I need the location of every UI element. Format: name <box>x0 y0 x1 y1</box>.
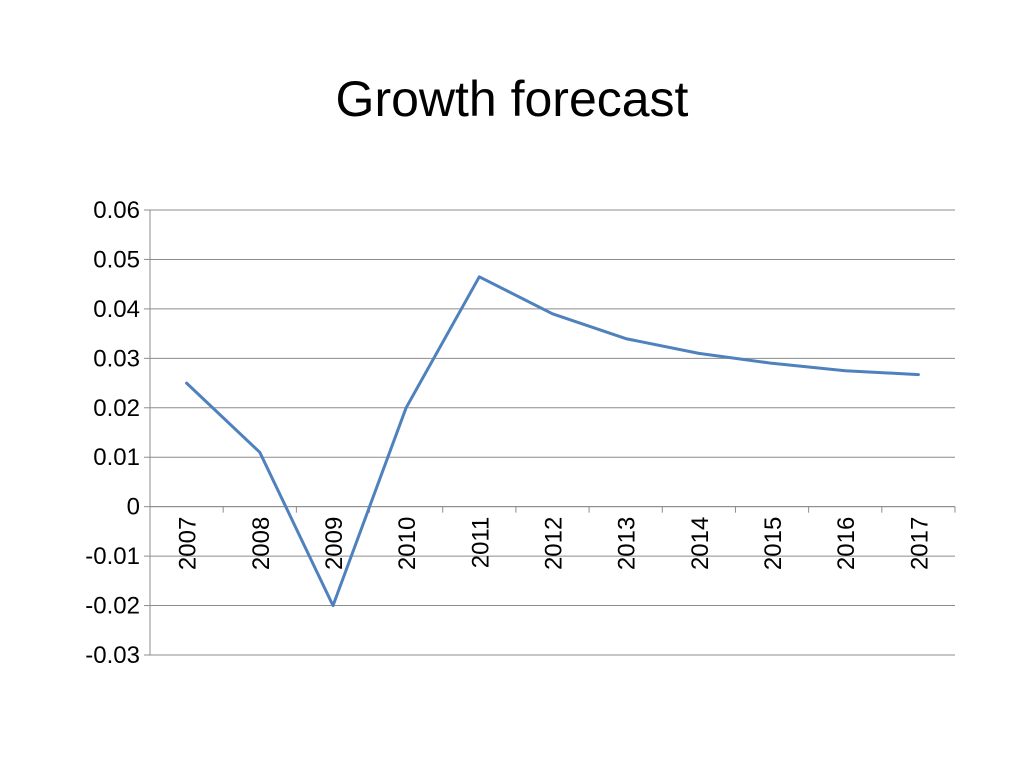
data-point <box>698 352 700 354</box>
data-point <box>259 451 261 453</box>
data-point <box>844 370 846 372</box>
x-tick-label: 2017 <box>906 517 933 570</box>
x-tick-label: 2013 <box>614 517 641 570</box>
data-point <box>771 362 773 364</box>
data-point <box>478 276 480 278</box>
y-tick-label: 0.02 <box>93 395 140 422</box>
y-tick-label: -0.03 <box>85 642 140 669</box>
data-point <box>332 605 334 607</box>
data-point <box>552 313 553 315</box>
y-tick-label: -0.01 <box>85 543 140 570</box>
x-tick-label: 2014 <box>687 517 714 570</box>
axes <box>144 209 956 656</box>
x-tick-label: 2010 <box>394 517 421 570</box>
x-tick-label: 2016 <box>833 517 860 570</box>
y-axis-tick-labels: 0.06 0.05 0.04 0.03 0.02 0.01 0 -0.01 -0.02 -0.03 <box>85 197 140 669</box>
data-point <box>186 382 188 384</box>
y-tick-label: 0.01 <box>93 444 140 471</box>
data-point <box>625 338 627 340</box>
y-tick-label: 0.06 <box>93 197 140 224</box>
y-tick-label: -0.02 <box>85 593 140 620</box>
y-tick-label: 0.03 <box>93 345 140 372</box>
x-tick-label: 2009 <box>321 517 348 570</box>
x-tick-label: 2011 <box>467 517 494 569</box>
y-tick-label: 0.05 <box>93 246 140 273</box>
x-tick-label: 2008 <box>248 517 275 570</box>
x-tick-label: 2012 <box>541 517 568 570</box>
data-point <box>917 374 919 376</box>
y-tick-label: 0.04 <box>93 296 140 323</box>
x-tick-label: 2007 <box>175 517 202 570</box>
y-tick-label: 0 <box>127 494 140 521</box>
chart-title: Growth forecast <box>335 71 689 127</box>
data-point <box>405 407 407 409</box>
series-group <box>185 275 920 608</box>
gridlines <box>150 209 955 656</box>
x-tick-label: 2015 <box>760 517 787 570</box>
x-axis-tick-labels: 2007 2008 2009 2010 2011 2012 2013 2014 2015 2016… <box>175 517 934 570</box>
